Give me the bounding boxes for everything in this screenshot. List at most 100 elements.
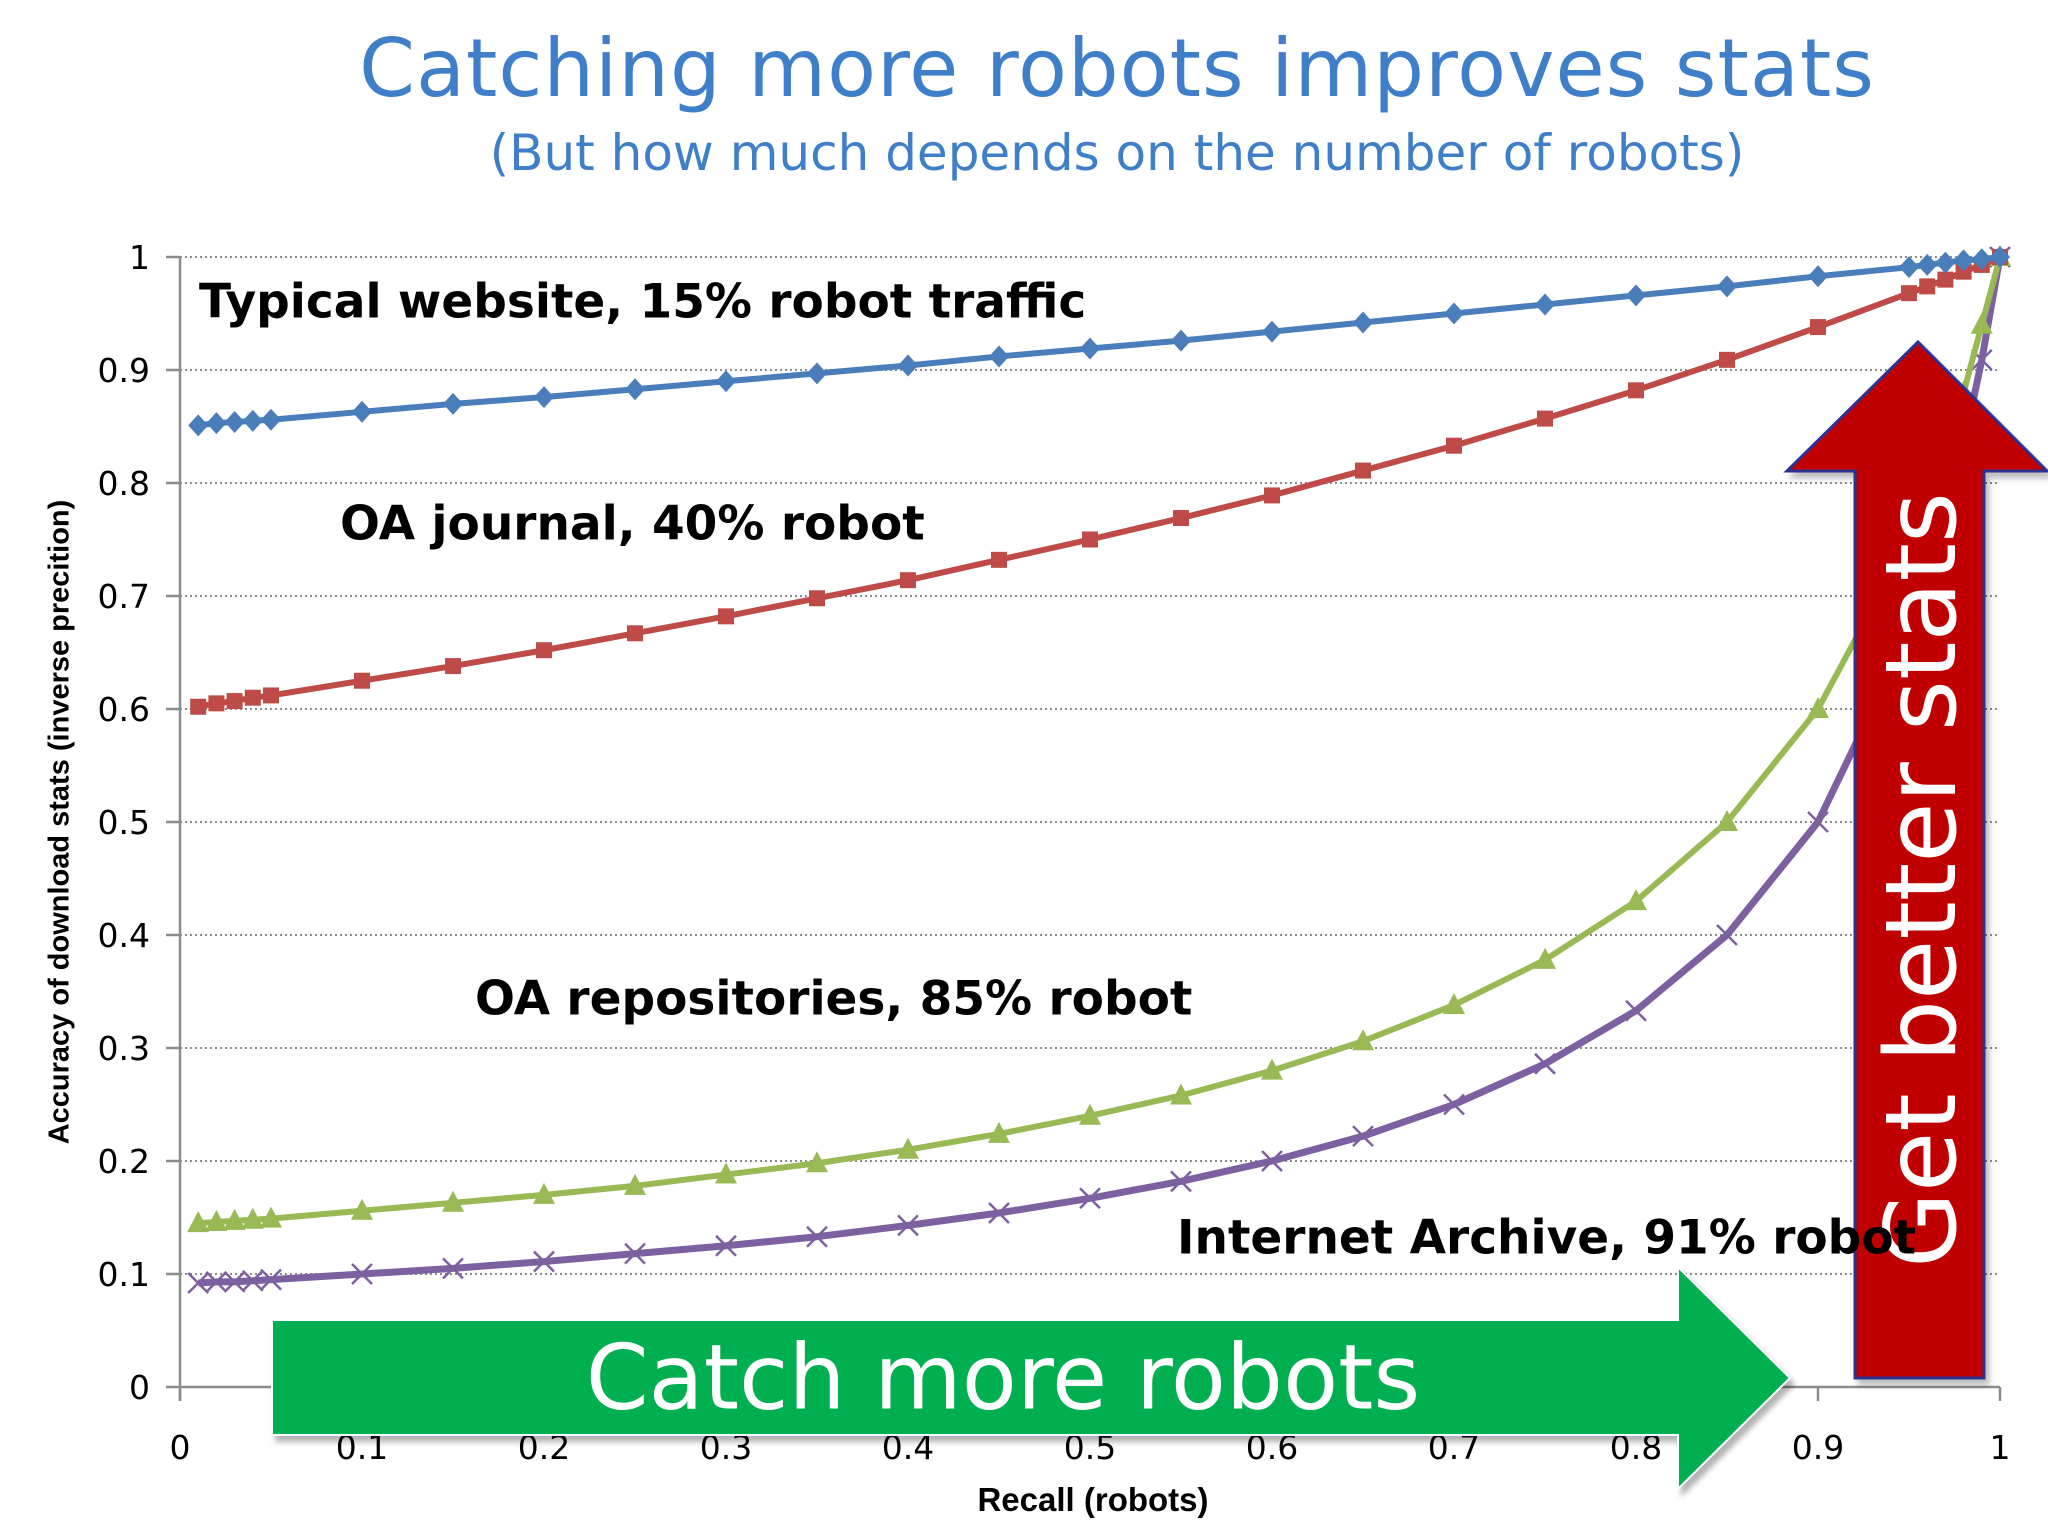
square-marker <box>208 695 225 712</box>
square-marker <box>1446 437 1462 454</box>
square-marker <box>1810 319 1826 336</box>
triangle-marker <box>1625 889 1647 911</box>
diamond-marker <box>261 408 281 431</box>
x-tick-label: 0.9 <box>1792 1428 1844 1467</box>
diamond-marker <box>989 345 1009 368</box>
diamond-marker <box>1262 320 1282 343</box>
triangle-marker <box>897 1137 919 1159</box>
x-marker <box>241 1269 264 1292</box>
x-marker <box>1079 1187 1101 1210</box>
x-marker <box>533 1250 555 1273</box>
label-oa-journal: OA journal, 40% robot <box>340 496 925 552</box>
triangle-marker <box>1261 1058 1283 1080</box>
y-tick-label: 0 <box>129 1368 150 1407</box>
y-tick-label: 0.3 <box>98 1029 150 1068</box>
square-marker <box>900 572 916 589</box>
square-marker <box>1173 510 1189 527</box>
diamond-marker <box>807 362 827 385</box>
diamond-marker <box>1353 311 1373 334</box>
series-triangle <box>187 245 2011 1233</box>
y-tick-label: 0.6 <box>98 690 150 729</box>
y-axis-label: Accuracy of download stats (inverse prec… <box>43 499 76 1145</box>
triangle-marker <box>715 1162 737 1184</box>
label-internet-archive: Internet Archive, 91% robot <box>1177 1210 1917 1266</box>
triangle-marker <box>1079 1103 1101 1125</box>
square-marker <box>1955 263 1972 280</box>
diamond-marker <box>534 386 554 409</box>
get-better-stats-text: Get better stats <box>1865 492 1979 1268</box>
y-tick-label: 0.9 <box>98 351 150 390</box>
square-marker <box>718 608 734 625</box>
triangle-marker <box>442 1190 464 1212</box>
x-marker <box>1807 811 1829 833</box>
x-marker <box>1625 999 1647 1022</box>
square-marker <box>1719 351 1735 368</box>
diamond-marker <box>898 354 918 377</box>
square-marker <box>354 672 370 689</box>
square-marker <box>190 698 207 715</box>
square-marker <box>226 693 243 710</box>
triangle-marker <box>205 1210 228 1232</box>
diamond-marker <box>1990 246 2010 268</box>
diamond-marker <box>1080 337 1100 360</box>
diamond-marker <box>1935 251 1956 274</box>
x-marker <box>1534 1052 1556 1075</box>
diamond-marker <box>242 409 263 432</box>
catch-more-robots-text: Catch more robots <box>585 1325 1421 1431</box>
x-marker <box>205 1271 228 1293</box>
y-tick-label: 0.4 <box>98 916 150 955</box>
diamond-marker <box>1971 248 1992 271</box>
square-marker <box>536 642 552 659</box>
diamond-marker <box>716 370 736 393</box>
diamond-marker <box>1717 275 1737 298</box>
x-marker <box>187 1272 210 1294</box>
diamond-marker <box>1171 329 1191 352</box>
square-marker <box>1355 462 1371 479</box>
square-marker <box>1082 531 1098 548</box>
triangle-marker <box>1352 1029 1374 1051</box>
x-marker <box>988 1202 1010 1224</box>
annotation-arrows <box>271 339 2048 1492</box>
triangle-marker <box>223 1208 246 1230</box>
triangle-marker <box>1443 993 1465 1015</box>
diamond-marker <box>443 392 463 415</box>
x-marker <box>1261 1150 1283 1172</box>
triangle-marker <box>988 1121 1010 1143</box>
series-square <box>190 249 2008 715</box>
x-marker <box>1443 1093 1465 1116</box>
square-marker <box>244 689 261 706</box>
triangle-marker <box>1970 312 1993 334</box>
diamond-marker <box>625 378 645 401</box>
triangle-marker <box>241 1207 264 1229</box>
y-tick-label: 0.8 <box>98 464 150 503</box>
get-better-stats-arrow <box>1783 339 2048 1380</box>
diamond-marker <box>352 400 372 423</box>
x-marker <box>806 1225 828 1248</box>
x-tick-label: 1 <box>1990 1428 2011 1467</box>
diamond-marker <box>1626 284 1646 307</box>
diamond-marker <box>1899 256 1919 279</box>
x-marker <box>624 1242 646 1265</box>
square-marker <box>445 658 461 675</box>
catch-more-robots-arrow <box>271 1264 1792 1492</box>
series-diamond <box>188 246 2010 437</box>
x-tick-label: 0 <box>170 1428 191 1467</box>
triangle-marker <box>806 1151 828 1173</box>
square-marker <box>1901 285 1917 302</box>
triangle-marker <box>1716 810 1738 831</box>
square-marker <box>263 687 279 704</box>
x-marker <box>1716 924 1738 946</box>
diamond-marker <box>1808 265 1828 288</box>
square-marker <box>1264 487 1280 504</box>
x-marker <box>1352 1125 1374 1148</box>
diamond-marker <box>224 410 245 433</box>
x-marker <box>351 1263 373 1285</box>
triangle-marker <box>351 1198 373 1220</box>
triangle-marker <box>187 1211 210 1233</box>
square-marker <box>1628 382 1644 399</box>
y-tick-label: 1 <box>129 238 150 277</box>
square-marker <box>1937 271 1954 288</box>
triangle-marker <box>1534 947 1556 969</box>
triangle-marker <box>533 1182 555 1204</box>
x-marker <box>897 1214 919 1237</box>
